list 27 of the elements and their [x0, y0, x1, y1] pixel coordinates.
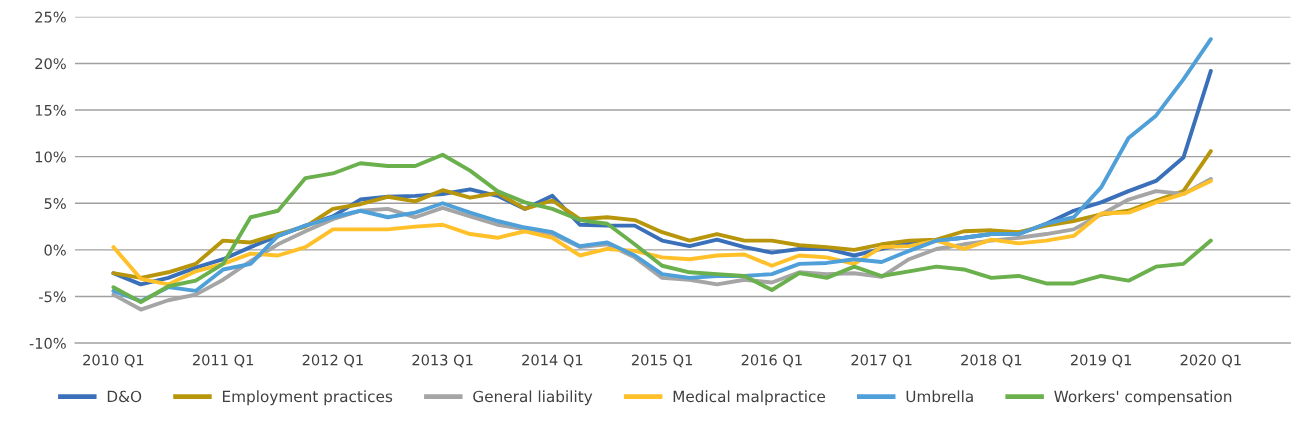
x-tick-label: 2017 Q1 — [851, 354, 912, 368]
legend-label: D&O — [107, 390, 142, 403]
legend-label: Employment practices — [222, 390, 393, 406]
x-tick-label: 2019 Q1 — [1070, 354, 1132, 368]
line-series — [111, 178, 1213, 287]
y-tick-label: 5% — [44, 198, 66, 210]
legend-label: Medical malpractice — [673, 390, 826, 406]
y-tick-label: -5% — [38, 291, 66, 303]
x-tick-label: 2016 Q1 — [741, 354, 802, 368]
legend-label: Umbrella — [906, 390, 973, 403]
y-tick-label: 10% — [35, 151, 66, 163]
legend-label: General liability — [473, 390, 593, 406]
x-tick-label: 2013 Q1 — [412, 354, 473, 368]
x-tick-label: 2011 Q1 — [192, 354, 254, 368]
y-tick-label: -10% — [29, 337, 66, 349]
x-tick-label: 2012 Q1 — [302, 354, 363, 368]
legend-label: Workers' compensation — [1054, 390, 1232, 406]
line-series — [111, 152, 1213, 305]
y-tick-label: 0% — [44, 244, 66, 256]
x-tick-label: 2015 Q1 — [631, 354, 693, 368]
y-tick-label: 20% — [35, 58, 66, 70]
x-tick-label: 2010 Q1 — [83, 354, 144, 368]
x-tick-label: 2018 Q1 — [961, 354, 1022, 368]
y-tick-label: 25% — [35, 11, 66, 23]
x-tick-label: 2020 Q1 — [1180, 354, 1241, 368]
y-tick-label: 15% — [35, 104, 66, 116]
x-tick-label: 2014 Q1 — [522, 354, 583, 368]
